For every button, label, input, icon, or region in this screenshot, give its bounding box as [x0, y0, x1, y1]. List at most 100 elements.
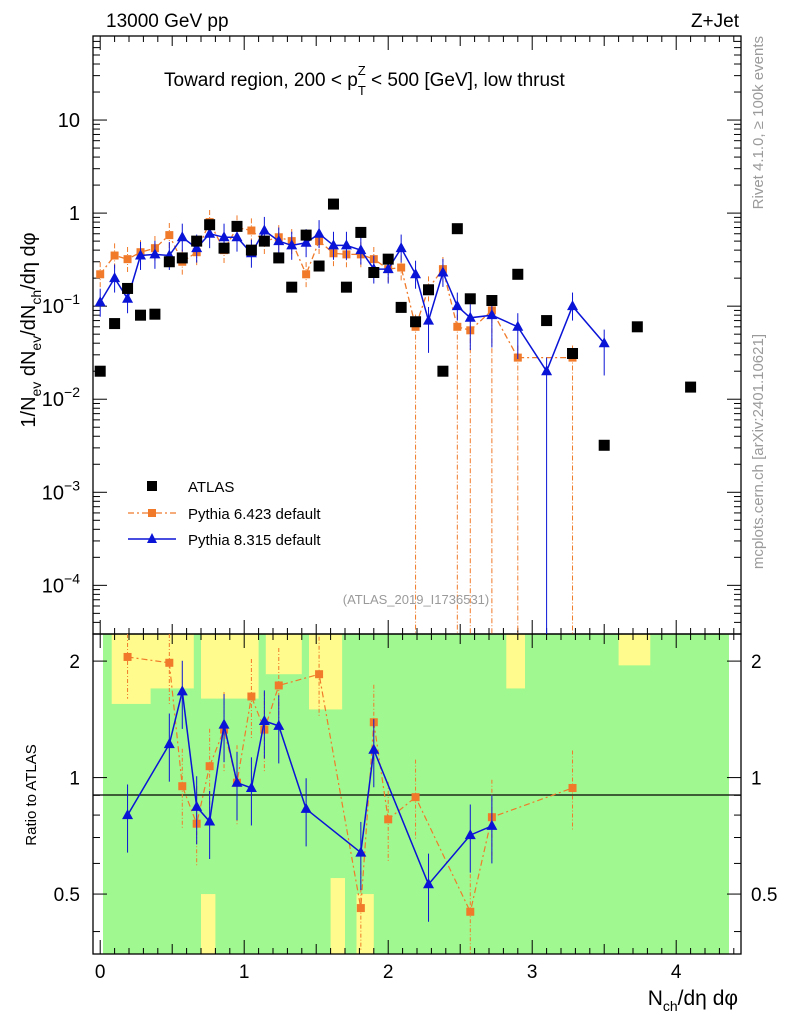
pythia8-ratio-line: [126, 691, 493, 886]
legend-pythia6-marker: [148, 509, 156, 517]
pythia6-ratio-point: [466, 907, 475, 916]
atlas-point: [423, 284, 435, 296]
pythia8-point: [423, 314, 435, 325]
pythia8-ratio-point: [191, 800, 203, 811]
atlas-point: [122, 282, 134, 294]
atlas-point: [204, 219, 216, 231]
pythia8-point: [135, 249, 147, 260]
header-right: Z+Jet: [691, 11, 740, 32]
pythia8-ratio-point: [163, 738, 175, 749]
atlas-point: [191, 235, 203, 247]
atlas-point: [258, 235, 270, 247]
atlas-point: [486, 295, 498, 307]
pythia8-point: [149, 248, 161, 259]
y-tick-labels: 10−4 10−3 10−2 10−1 1 10: [42, 110, 80, 597]
x-tick-label: 0: [95, 962, 106, 983]
pythia8-point: [486, 309, 498, 320]
pythia6-ratio-point: [178, 782, 187, 791]
pythia8-point: [122, 292, 134, 303]
pythia8-point: [313, 227, 325, 238]
ratio-band-yellow: [201, 634, 259, 699]
pythia8-point: [94, 296, 106, 307]
pythia6-line: [99, 220, 573, 359]
y-tick-label: 10: [58, 110, 80, 132]
pythia6-point: [397, 263, 406, 272]
ratio-tick-labels: 0.5 0.5 1 1 2 2: [54, 652, 778, 906]
ratio-band-yellow: [309, 634, 343, 710]
ratio-tick-label: 0.5: [751, 885, 777, 906]
pythia8-point: [258, 224, 270, 235]
pythia6-series: [96, 209, 577, 634]
pythia6-point: [165, 231, 174, 240]
pythia8-ratio-point: [258, 715, 270, 726]
pythia8-point: [300, 236, 312, 247]
pythia8-ratio-point: [486, 819, 498, 830]
pythia6-ratio-point: [205, 762, 214, 771]
atlas-point: [163, 256, 175, 268]
ratio-band-yellow: [506, 634, 525, 689]
ratio-tick-label: 1: [69, 769, 80, 790]
y-tick-label: 1: [69, 203, 80, 225]
legend: ATLAS Pythia 6.423 default Pythia 8.315 …: [128, 479, 321, 549]
pythia6-ratio-point: [123, 652, 132, 661]
pythia8-ratio-point: [231, 776, 243, 787]
pythia6-ratio-point: [165, 658, 174, 667]
pythia8-point: [512, 320, 524, 331]
pythia8-point: [437, 266, 449, 277]
x-tick-label: 1: [239, 962, 250, 983]
ratio-y-axis-label: Ratio to ATLAS: [23, 744, 40, 845]
legend-atlas-marker: [147, 481, 157, 491]
pythia8-point: [204, 227, 216, 238]
ratio-band-yellow: [330, 878, 345, 954]
pythia6-point: [123, 255, 132, 264]
header-left: 13000 GeV pp: [106, 11, 229, 32]
pythia8-point: [191, 242, 203, 253]
x-tick-label: 3: [527, 962, 538, 983]
pythia6-ratio-point: [315, 670, 324, 679]
atlas-point: [94, 365, 106, 377]
mcplots-credit: mcplots.cern.ch [arXiv:2401.10621]: [750, 334, 767, 569]
pythia6-ratio-point: [568, 783, 577, 792]
x-tick-labels: 0 1 2 3 4: [95, 962, 682, 983]
pythia6-point: [110, 251, 119, 260]
pythia6-point: [302, 270, 311, 279]
pythia6-ratio-point: [274, 681, 283, 690]
atlas-point: [685, 381, 697, 393]
atlas-point: [231, 220, 243, 232]
atlas-point: [410, 316, 422, 328]
pythia8-ratio-point: [423, 878, 435, 889]
atlas-point: [451, 223, 463, 235]
ratio-tick-label: 1: [751, 769, 762, 790]
pythia8-ratio-series: [122, 660, 498, 922]
atlas-point: [395, 301, 407, 313]
pythia8-ratio-point: [300, 802, 312, 813]
pythia8-ratio-point: [122, 809, 134, 820]
legend-pythia6-label: Pythia 6.423 default: [188, 506, 321, 523]
x-axis-label: Nch/dη dφ: [648, 987, 738, 1014]
atlas-point: [355, 226, 367, 238]
pythia6-point: [453, 322, 462, 331]
pythia8-point: [218, 231, 230, 242]
atlas-point: [437, 365, 449, 377]
pythia8-point: [273, 235, 285, 246]
pythia8-line: [99, 229, 605, 373]
pythia6-ratio-point: [356, 904, 365, 913]
atlas-point: [512, 268, 524, 280]
pythia8-ratio-point: [176, 685, 188, 696]
atlas-point: [567, 347, 579, 359]
atlas-point: [598, 439, 610, 451]
ratio-tick-label: 2: [751, 652, 762, 673]
atlas-point: [109, 318, 121, 330]
pythia8-series: [94, 216, 610, 634]
atlas-point: [273, 252, 285, 264]
ratio-uncertainty-bands: [103, 634, 729, 954]
rivet-version: Rivet 4.1.0, ≥ 100k events: [750, 36, 767, 209]
pythia8-ratio-point: [273, 719, 285, 730]
pythia6-ratio-point: [384, 815, 393, 824]
atlas-point: [300, 229, 312, 241]
atlas-point: [368, 266, 380, 278]
pythia6-ratio-point: [247, 692, 256, 701]
atlas-point: [382, 253, 394, 265]
legend-pythia8-marker: [147, 533, 157, 543]
